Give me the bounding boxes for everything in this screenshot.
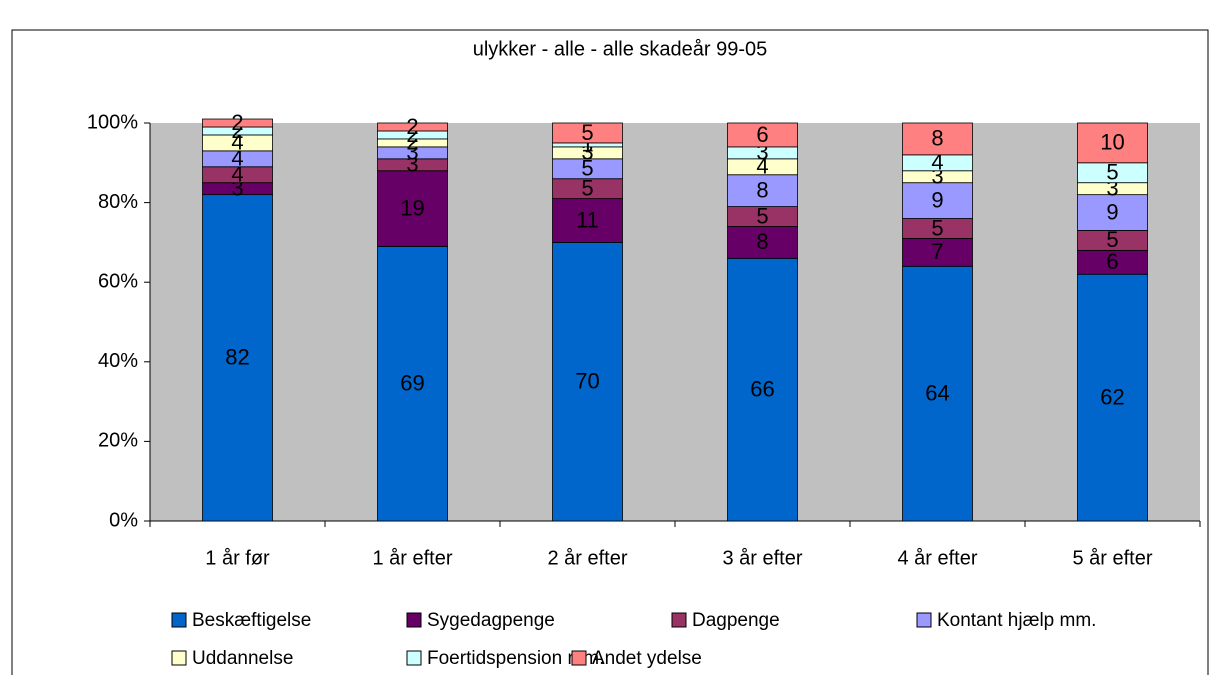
legend-swatch [916, 612, 932, 628]
legend-swatch [406, 650, 422, 666]
data-label: 82 [225, 345, 249, 370]
bar-segment [902, 122, 973, 156]
legend-label: Sygedagpenge [427, 610, 555, 631]
x-tick-label: 5 år efter [1072, 547, 1152, 569]
data-label: 2 [231, 110, 243, 135]
x-tick-label: 3 år efter [722, 547, 802, 569]
bar-segment [902, 265, 973, 522]
y-tick-label: 100% [87, 111, 138, 133]
y-tick-label: 20% [98, 430, 138, 452]
bar-segment [1077, 273, 1148, 522]
x-tick-label: 2 år efter [547, 547, 627, 569]
legend-label: Uddannelse [192, 648, 293, 669]
legend-swatch [671, 612, 687, 628]
data-label: 8 [756, 229, 768, 254]
bar-segment [727, 257, 798, 522]
data-label: 9 [1106, 199, 1118, 224]
bar-segment [377, 170, 448, 247]
y-tick-label: 80% [98, 191, 138, 213]
data-label: 8 [756, 177, 768, 202]
legend-swatch [171, 650, 187, 666]
bar-segment [202, 118, 273, 128]
data-label: 64 [925, 380, 949, 405]
data-label: 10 [1100, 130, 1124, 155]
bar-segment [727, 174, 798, 207]
data-label: 6 [756, 122, 768, 147]
data-label: 7 [931, 239, 943, 264]
bar-segment [902, 238, 973, 267]
bar-segment [727, 226, 798, 259]
data-label: 4 [231, 130, 243, 155]
data-label: 5 [581, 120, 593, 145]
data-label: 70 [575, 369, 599, 394]
y-tick-label: 40% [98, 350, 138, 372]
data-label: 5 [581, 156, 593, 181]
legend-label: Andet ydelse [592, 648, 702, 669]
bar-segment [552, 198, 623, 243]
legend-swatch [571, 650, 587, 666]
data-label: 66 [750, 376, 774, 401]
data-label: 8 [931, 126, 943, 151]
y-tick-label: 60% [98, 270, 138, 292]
legend-label: Dagpenge [692, 610, 780, 631]
bar-segment [377, 245, 448, 522]
data-label: 5 [1106, 227, 1118, 252]
data-label: 11 [576, 207, 599, 232]
bar-segment [902, 182, 973, 219]
legend-label: Foertidspension mm. [427, 648, 604, 669]
data-label: 4 [231, 146, 243, 171]
data-label: 2 [406, 114, 418, 139]
legend-swatch [171, 612, 187, 628]
y-tick-label: 0% [109, 509, 138, 531]
data-label: 5 [931, 215, 943, 240]
x-tick-label: 1 år før [205, 547, 270, 569]
chart-title: ulykker - alle - alle skadeår 99-05 [473, 38, 768, 60]
bar-segment [377, 122, 448, 132]
data-label: 6 [1106, 249, 1118, 274]
plot-area [150, 123, 1200, 521]
data-label: 4 [231, 162, 243, 187]
bar-segment [1077, 122, 1148, 164]
data-label: 4 [931, 150, 943, 175]
legend-label: Beskæftigelse [192, 610, 311, 631]
x-tick-label: 1 år efter [372, 547, 452, 569]
data-label: 62 [1100, 384, 1124, 409]
x-tick-label: 4 år efter [897, 547, 977, 569]
data-label: 4 [756, 154, 768, 179]
legend-label: Kontant hjælp mm. [937, 610, 1096, 631]
bar-segment [552, 122, 623, 144]
bar-segment [727, 122, 798, 148]
data-label: 5 [581, 175, 593, 200]
data-label: 9 [931, 187, 943, 212]
data-label: 19 [400, 195, 424, 220]
data-label: 69 [400, 371, 424, 396]
legend-swatch [406, 612, 422, 628]
data-label: 5 [1106, 160, 1118, 185]
data-label: 5 [756, 203, 768, 228]
bar-segment [1077, 194, 1148, 231]
bar-segment [552, 241, 623, 522]
